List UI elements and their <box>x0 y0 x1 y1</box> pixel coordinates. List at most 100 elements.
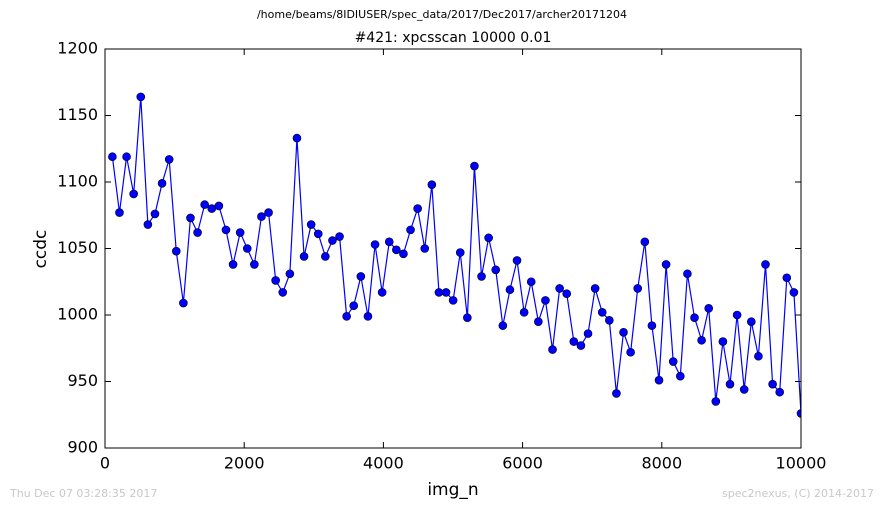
x-tick-label: 6000 <box>502 454 543 473</box>
footer-right: spec2nexus, (C) 2014-2017 <box>722 487 874 500</box>
data-point <box>306 220 316 229</box>
data-point <box>612 389 621 398</box>
data-point <box>377 288 387 297</box>
data-point <box>384 237 394 247</box>
data-point <box>526 277 536 287</box>
data-point <box>136 92 146 102</box>
x-tick-label: 0 <box>100 454 110 473</box>
data-point <box>676 371 685 381</box>
data-point <box>328 236 337 245</box>
data-point <box>484 233 493 243</box>
data-point <box>427 180 437 189</box>
data-point <box>498 321 508 330</box>
data-point <box>349 301 359 310</box>
chart-title: #421: xpcsscan 10000 0.01 <box>355 30 552 46</box>
data-point <box>179 298 188 308</box>
data-point <box>718 337 728 346</box>
data-point <box>278 288 288 297</box>
data-point <box>683 269 692 279</box>
data-point <box>519 308 529 317</box>
y-tick-label: 1100 <box>57 172 98 191</box>
data-point <box>747 317 756 326</box>
data-point <box>704 304 714 313</box>
data-point <box>214 201 224 211</box>
data-point <box>789 288 799 297</box>
footer-left: Thu Dec 07 03:28:35 2017 <box>9 487 157 500</box>
data-point <box>633 284 643 293</box>
x-tick-label: 4000 <box>363 454 404 473</box>
data-point <box>534 317 543 326</box>
data-point <box>470 161 479 171</box>
data-point <box>477 272 486 281</box>
data-point <box>768 379 777 389</box>
data-point <box>541 296 550 305</box>
plot-area <box>108 92 801 418</box>
data-point <box>271 276 280 285</box>
data-point <box>392 245 401 255</box>
data-point <box>796 409 801 418</box>
data-point <box>690 313 699 322</box>
data-point <box>583 329 593 338</box>
data-line <box>111 96 801 414</box>
data-point <box>406 225 415 235</box>
x-tick-label: 8000 <box>641 454 682 473</box>
data-point <box>257 212 266 221</box>
data-point <box>626 347 635 357</box>
data-point <box>448 296 458 305</box>
data-point <box>115 208 124 217</box>
data-point <box>285 269 295 279</box>
data-point <box>569 337 579 346</box>
data-point <box>150 209 160 219</box>
data-point <box>313 229 323 239</box>
data-point <box>228 260 238 269</box>
data-point <box>441 288 451 297</box>
data-point <box>164 155 174 164</box>
data-point <box>321 252 330 261</box>
data-point <box>697 335 706 345</box>
data-point <box>782 273 792 283</box>
data-point <box>491 265 501 275</box>
data-point <box>512 256 522 265</box>
y-axis-label: ccdc <box>31 230 51 269</box>
data-point <box>356 272 366 281</box>
data-point <box>157 179 167 188</box>
data-point <box>335 232 344 241</box>
data-point <box>548 345 557 354</box>
data-point <box>399 249 408 259</box>
data-point <box>420 244 430 253</box>
data-point <box>143 220 153 229</box>
data-point <box>413 204 422 213</box>
data-point <box>235 228 245 237</box>
data-point <box>193 228 202 237</box>
y-tick-label: 1200 <box>57 39 98 58</box>
y-tick-label: 1000 <box>57 305 98 324</box>
data-point <box>342 312 351 321</box>
data-point <box>171 246 181 256</box>
data-point <box>299 252 309 261</box>
data-point <box>576 341 586 350</box>
data-point <box>605 316 614 325</box>
data-point <box>463 313 472 322</box>
data-point <box>122 152 131 162</box>
data-point <box>129 189 138 199</box>
y-tick-label: 900 <box>67 438 98 457</box>
x-tick-label: 2000 <box>224 454 265 473</box>
data-point <box>250 260 259 269</box>
data-point <box>455 248 465 257</box>
data-point <box>200 200 209 209</box>
data-point <box>555 284 564 293</box>
data-point <box>668 357 678 366</box>
data-point <box>370 240 380 249</box>
data-point <box>597 308 607 317</box>
data-point <box>242 244 252 253</box>
y-tick-label: 950 <box>67 371 98 390</box>
x-axis-label: img_n <box>427 480 478 500</box>
data-point <box>186 213 195 223</box>
data-point <box>363 312 373 321</box>
data-point <box>647 321 657 330</box>
data-point <box>221 225 231 235</box>
data-point <box>739 385 749 394</box>
data-point <box>725 379 735 389</box>
data-point <box>292 133 302 143</box>
